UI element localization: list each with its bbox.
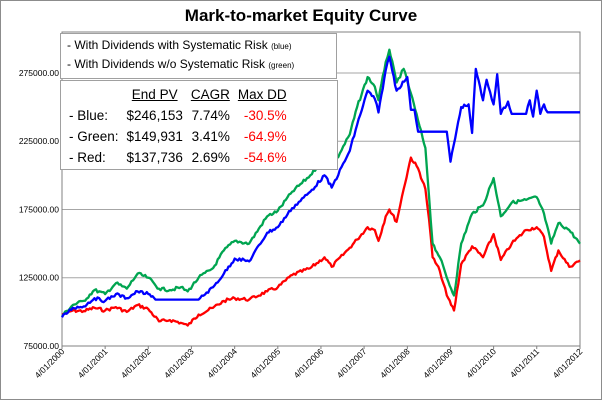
x-tick-label: 4/01/2003 xyxy=(162,346,196,380)
x-tick-label: 4/01/2008 xyxy=(378,346,412,380)
x-tick-label: 4/01/2007 xyxy=(335,346,369,380)
series-line-0 xyxy=(61,156,581,327)
row-label: - Blue: xyxy=(69,108,109,123)
legend-entry-green: - With Dividends w/o Systematic Risk (gr… xyxy=(67,57,294,71)
y-tick-label: 125000.00 xyxy=(19,273,59,283)
end-pv-value: $137,736 xyxy=(126,150,183,165)
legend: - With Dividends with Systematic Risk (b… xyxy=(60,33,337,79)
x-tick-label: 4/01/2001 xyxy=(76,346,110,380)
stats-panel: End PV CAGR Max DD - Blue: $246,153 7.74… xyxy=(60,80,338,170)
row-label: - Green: xyxy=(69,129,119,144)
x-tick-label: 4/01/2012 xyxy=(551,346,585,380)
x-tick-label: 4/01/2000 xyxy=(33,346,67,380)
cagr-value: 3.41% xyxy=(191,129,230,144)
stats-row-blue: - Blue: $246,153 7.74% -30.5% xyxy=(65,106,291,127)
x-tick-label: 4/01/2009 xyxy=(421,346,455,380)
col-header-max-dd: Max DD xyxy=(237,87,287,102)
y-axis-ticks: 75000.00 125000.00 175000.00 225000.00 27500… xyxy=(19,68,59,351)
max-dd-value: -30.5% xyxy=(243,108,287,123)
end-pv-value: $149,931 xyxy=(126,129,183,144)
y-tick-label: 75000.00 xyxy=(24,341,60,351)
x-tick-label: 4/01/2006 xyxy=(292,346,326,380)
col-header-cagr: CAGR xyxy=(190,87,230,102)
row-label: - Red: xyxy=(69,150,106,165)
max-dd-value: -64.9% xyxy=(243,129,287,144)
col-header-end-pv: End PV xyxy=(131,87,178,102)
x-tick-label: 4/01/2005 xyxy=(248,346,282,380)
max-dd-value: -54.6% xyxy=(243,150,287,165)
stats-row-red: - Red: $137,736 2.69% -54.6% xyxy=(65,148,291,169)
x-tick-label: 4/01/2010 xyxy=(464,346,498,380)
legend-entry-tag: (blue) xyxy=(271,42,292,51)
stats-row-green: - Green: $149,931 3.41% -64.9% xyxy=(65,127,291,148)
y-tick-label: 175000.00 xyxy=(19,204,59,214)
chart-title: Mark-to-market Equity Curve xyxy=(184,6,418,25)
x-axis-ticks: 4/01/2000 4/01/2001 4/01/2002 4/01/2003 4/01… xyxy=(33,346,585,380)
cagr-value: 2.69% xyxy=(191,150,230,165)
legend-entry-blue: - With Dividends with Systematic Risk (b… xyxy=(67,38,292,52)
stats-table: End PV CAGR Max DD - Blue: $246,153 7.74… xyxy=(65,85,291,169)
x-tick-label: 4/01/2002 xyxy=(119,346,153,380)
legend-entry-text: - With Dividends with Systematic Risk xyxy=(67,38,268,52)
stats-header-row: End PV CAGR Max DD xyxy=(65,85,291,106)
x-tick-label: 4/01/2011 xyxy=(508,346,542,380)
x-tick-label: 4/01/2004 xyxy=(205,346,239,380)
series-line-2 xyxy=(60,55,580,318)
legend-entry-tag: (green) xyxy=(268,61,295,70)
cagr-value: 7.74% xyxy=(191,108,230,123)
legend-entry-text: - With Dividends w/o Systematic Risk xyxy=(67,57,266,71)
end-pv-value: $246,153 xyxy=(126,108,183,123)
y-tick-label: 275000.00 xyxy=(19,68,59,78)
y-tick-label: 225000.00 xyxy=(19,136,59,146)
